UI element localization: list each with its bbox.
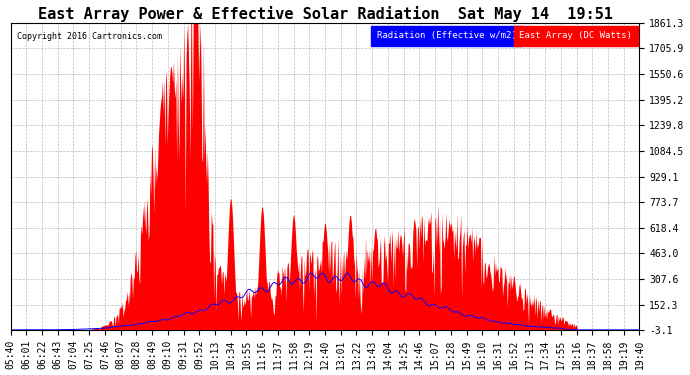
Title: East Array Power & Effective Solar Radiation  Sat May 14  19:51: East Array Power & Effective Solar Radia… [37,6,613,21]
Text: Copyright 2016 Cartronics.com: Copyright 2016 Cartronics.com [17,32,162,41]
Legend: Radiation (Effective w/m2), East Array (DC Watts): Radiation (Effective w/m2), East Array (… [371,27,635,44]
